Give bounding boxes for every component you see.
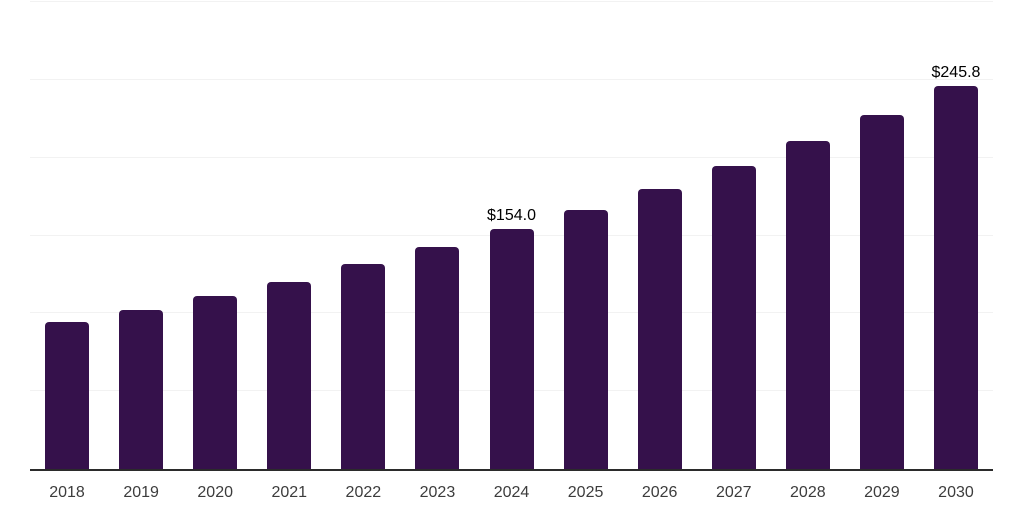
bar-slot-2018 xyxy=(30,2,104,469)
bar-2019[interactable] xyxy=(119,309,164,469)
x-tick-2023: 2023 xyxy=(419,484,456,501)
bar-slot-2020 xyxy=(178,2,252,469)
bar-2021[interactable] xyxy=(267,281,312,469)
bar-2022[interactable] xyxy=(341,264,386,469)
bar-slot-2024: $154.0 xyxy=(474,2,548,469)
bar-2025[interactable] xyxy=(563,209,608,469)
x-tick-2030: 2030 xyxy=(938,484,974,501)
x-axis-labels: 2018 2019 2020 2021 2022 2023 2024 2025 2026 2027… xyxy=(30,485,993,501)
bar-slot-2028 xyxy=(771,2,845,469)
x-tick-2027: 2027 xyxy=(715,484,752,501)
bar-2018[interactable] xyxy=(45,321,90,469)
gridline-300 xyxy=(30,1,993,2)
x-tick-2019: 2019 xyxy=(123,484,159,501)
value-label-2024: $154.0 xyxy=(487,207,536,225)
bar-slot-2019 xyxy=(104,2,178,469)
bar-2024[interactable]: $154.0 xyxy=(487,208,536,469)
bar-slot-2027 xyxy=(697,2,771,469)
plot-area: $154.0 $245.8 xyxy=(30,1,993,469)
gridline-200 xyxy=(30,156,993,158)
x-tick-2029: 2029 xyxy=(864,484,900,501)
bar-slot-2022 xyxy=(326,2,400,469)
value-label-2030: $245.8 xyxy=(931,64,981,82)
bar-2028[interactable] xyxy=(785,141,830,469)
x-tick-2020: 2020 xyxy=(197,484,233,501)
x-tick-2028: 2028 xyxy=(790,484,826,501)
x-tick-2025: 2025 xyxy=(567,484,604,501)
bar-2027[interactable] xyxy=(711,166,756,469)
bar-2023[interactable] xyxy=(415,247,460,469)
bar-slot-2021 xyxy=(252,2,326,469)
bar-slot-2029 xyxy=(845,2,919,469)
bar-2020[interactable] xyxy=(193,296,238,469)
x-tick-2024: 2024 xyxy=(493,484,530,501)
x-tick-2022: 2022 xyxy=(345,484,382,501)
gridline-250 xyxy=(30,78,993,80)
bar-slot-2030: $245.8 xyxy=(919,2,993,469)
bar-slot-2026 xyxy=(623,2,697,469)
x-axis-line xyxy=(30,469,993,471)
bar-2026[interactable] xyxy=(637,188,682,469)
bars: $154.0 $245.8 xyxy=(30,2,993,469)
x-tick-2026: 2026 xyxy=(641,484,678,501)
bar-slot-2023 xyxy=(400,2,474,469)
bar-2029[interactable] xyxy=(859,115,904,469)
x-tick-2018: 2018 xyxy=(49,484,85,501)
bar-2030[interactable]: $245.8 xyxy=(932,65,980,469)
bar-slot-2025 xyxy=(549,2,623,469)
x-tick-2021: 2021 xyxy=(271,484,308,501)
